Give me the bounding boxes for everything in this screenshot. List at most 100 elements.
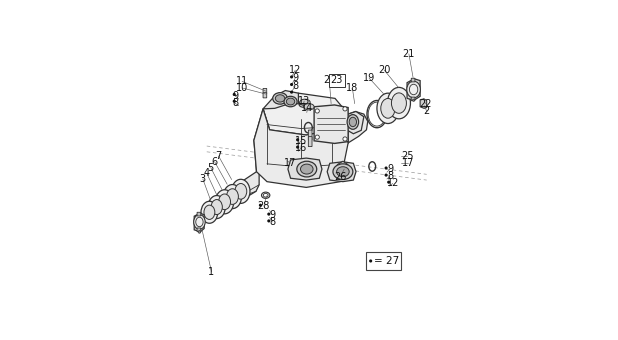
Ellipse shape — [284, 96, 297, 107]
Text: 24: 24 — [323, 75, 336, 85]
Polygon shape — [288, 158, 322, 180]
Text: 2: 2 — [423, 106, 430, 117]
Circle shape — [343, 137, 347, 141]
Text: 15: 15 — [295, 136, 307, 146]
Text: 3: 3 — [200, 174, 206, 184]
Text: = 27: = 27 — [374, 256, 399, 266]
Circle shape — [296, 146, 299, 149]
Text: 8: 8 — [269, 217, 275, 227]
Circle shape — [198, 231, 201, 233]
Text: 17: 17 — [284, 158, 296, 168]
Circle shape — [290, 90, 293, 94]
Polygon shape — [420, 99, 426, 108]
Circle shape — [233, 93, 236, 96]
Polygon shape — [254, 109, 348, 187]
Circle shape — [290, 83, 293, 86]
Text: 19: 19 — [363, 73, 375, 83]
Text: 8: 8 — [232, 98, 238, 108]
Ellipse shape — [219, 194, 231, 210]
Text: 5: 5 — [208, 163, 214, 172]
Circle shape — [315, 135, 320, 139]
Polygon shape — [194, 213, 204, 232]
Ellipse shape — [300, 164, 313, 174]
Ellipse shape — [261, 192, 270, 199]
Polygon shape — [327, 162, 356, 182]
Ellipse shape — [347, 115, 358, 129]
Text: 10: 10 — [236, 83, 248, 93]
Ellipse shape — [377, 93, 399, 123]
Circle shape — [343, 107, 347, 111]
Ellipse shape — [208, 195, 226, 219]
Ellipse shape — [381, 99, 395, 118]
Ellipse shape — [204, 205, 215, 219]
Ellipse shape — [196, 217, 203, 227]
Ellipse shape — [303, 104, 314, 110]
Text: 9: 9 — [387, 164, 393, 174]
Ellipse shape — [216, 190, 234, 214]
Polygon shape — [341, 114, 348, 156]
Text: 6: 6 — [211, 157, 218, 167]
Circle shape — [233, 100, 236, 103]
Text: 20: 20 — [378, 65, 391, 75]
Text: 28: 28 — [258, 201, 270, 211]
Ellipse shape — [407, 81, 420, 98]
Circle shape — [369, 259, 372, 262]
Polygon shape — [348, 112, 368, 143]
Polygon shape — [207, 140, 259, 212]
Ellipse shape — [337, 167, 349, 177]
Text: 9: 9 — [232, 91, 238, 101]
Text: 12: 12 — [386, 178, 399, 188]
Circle shape — [413, 99, 415, 101]
FancyBboxPatch shape — [197, 228, 201, 232]
Ellipse shape — [263, 193, 268, 197]
Ellipse shape — [226, 189, 239, 204]
Polygon shape — [334, 161, 348, 173]
FancyBboxPatch shape — [411, 97, 415, 101]
FancyBboxPatch shape — [308, 137, 312, 147]
Text: 21: 21 — [403, 49, 415, 59]
Circle shape — [315, 109, 320, 113]
Polygon shape — [314, 105, 348, 143]
Polygon shape — [263, 93, 348, 135]
Text: 16: 16 — [295, 143, 307, 153]
Ellipse shape — [297, 161, 317, 177]
Text: 26: 26 — [334, 172, 347, 182]
Ellipse shape — [201, 201, 218, 223]
Ellipse shape — [223, 185, 242, 209]
Text: 23: 23 — [331, 75, 343, 85]
Text: 8: 8 — [292, 81, 298, 91]
Polygon shape — [254, 109, 269, 156]
Polygon shape — [263, 90, 298, 109]
FancyBboxPatch shape — [197, 212, 201, 216]
Circle shape — [387, 181, 391, 184]
Text: 11: 11 — [236, 76, 248, 86]
FancyBboxPatch shape — [263, 88, 267, 94]
Text: 9: 9 — [269, 210, 275, 220]
Circle shape — [296, 138, 299, 141]
Text: 25: 25 — [401, 151, 413, 161]
Ellipse shape — [211, 200, 222, 215]
Ellipse shape — [391, 93, 407, 113]
Ellipse shape — [299, 101, 308, 107]
FancyBboxPatch shape — [308, 130, 312, 140]
FancyBboxPatch shape — [263, 92, 267, 98]
Ellipse shape — [349, 117, 357, 127]
FancyBboxPatch shape — [411, 78, 415, 82]
Circle shape — [290, 75, 293, 79]
Polygon shape — [343, 112, 364, 134]
Ellipse shape — [333, 164, 353, 180]
Text: 1: 1 — [208, 267, 214, 277]
FancyBboxPatch shape — [366, 252, 401, 270]
Text: 17: 17 — [402, 157, 414, 168]
Ellipse shape — [300, 99, 310, 105]
Text: 8: 8 — [387, 171, 393, 181]
Circle shape — [259, 204, 262, 207]
Ellipse shape — [387, 87, 410, 119]
Text: 14: 14 — [302, 103, 314, 113]
Text: 18: 18 — [346, 83, 358, 93]
Ellipse shape — [409, 84, 418, 95]
Text: 22: 22 — [419, 99, 431, 109]
Text: 7: 7 — [216, 151, 222, 161]
Circle shape — [384, 167, 387, 170]
Circle shape — [267, 219, 271, 222]
